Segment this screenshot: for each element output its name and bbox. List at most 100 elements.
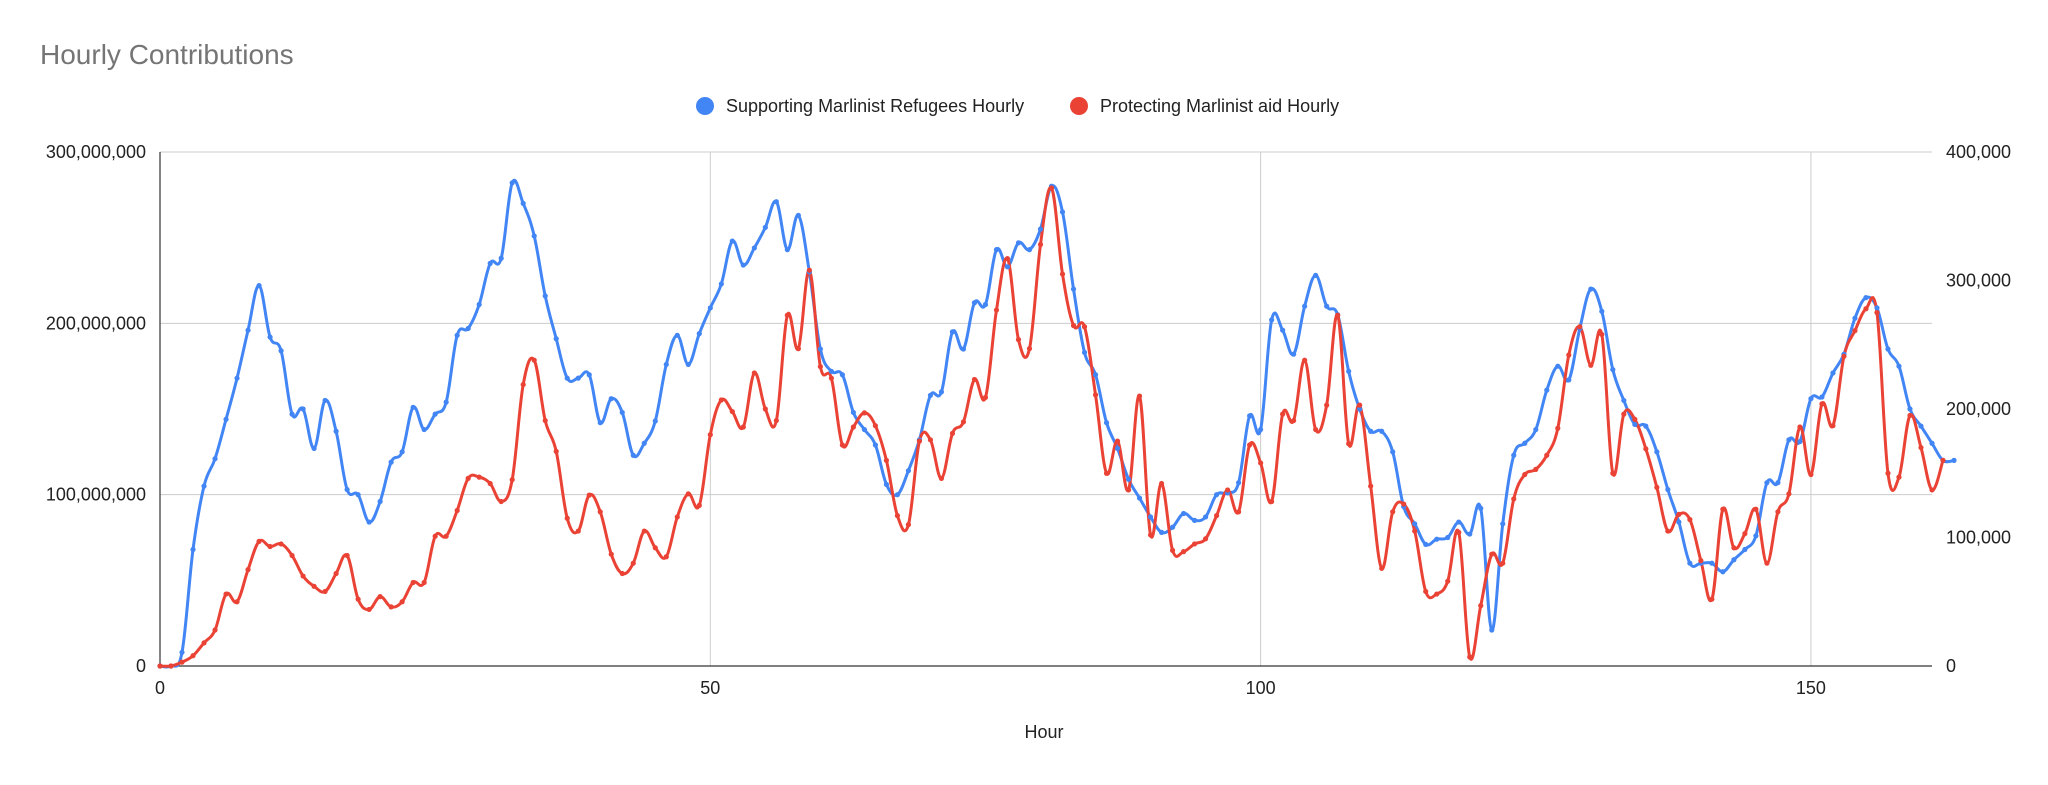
data-point-series-1: [1797, 438, 1803, 445]
data-point-series-2: [234, 599, 240, 605]
data-point-series-2: [509, 477, 515, 483]
data-point-series-2: [1269, 498, 1275, 505]
data-point-series-2: [1434, 591, 1440, 597]
data-point-series-1: [1445, 534, 1451, 541]
data-point-series-1: [201, 483, 207, 489]
data-point-series-2: [212, 627, 218, 633]
data-point-series-2: [597, 509, 603, 515]
data-point-series-1: [1169, 524, 1176, 530]
data-point-series-2: [1621, 411, 1627, 417]
data-point-series-2: [1191, 541, 1198, 547]
data-point-series-1: [1147, 514, 1154, 520]
data-point-series-2: [1092, 392, 1099, 398]
data-point-series-1: [1951, 457, 1957, 463]
data-point-series-1: [443, 399, 449, 405]
data-point-series-2: [894, 513, 901, 519]
data-point-series-1: [1621, 397, 1627, 404]
data-point-series-2: [157, 663, 163, 669]
data-point-series-2: [1390, 509, 1396, 515]
data-point-series-2: [762, 406, 768, 412]
data-point-series-2: [905, 522, 912, 528]
data-point-series-2: [960, 419, 967, 425]
x-axis-tick-label: 50: [700, 678, 720, 698]
data-point-series-2: [883, 457, 890, 463]
data-point-series-2: [1478, 603, 1484, 609]
data-point-series-2: [1808, 471, 1814, 478]
data-point-series-2: [1037, 241, 1044, 248]
left-axis-tick-label: 100,000,000: [46, 485, 146, 505]
data-point-series-2: [1555, 425, 1561, 431]
right-axis-ticks: 0 100,000 200,000 300,000 400,000: [1946, 142, 2011, 676]
data-point-series-1: [1346, 368, 1352, 374]
data-point-series-2: [1015, 337, 1022, 343]
data-point-series-2: [586, 492, 592, 498]
data-point-series-1: [1555, 363, 1561, 369]
left-axis-tick-label: 200,000,000: [46, 313, 146, 333]
data-point-series-2: [949, 430, 956, 437]
chart-title: Hourly Contributions: [40, 39, 294, 70]
data-point-series-2: [1258, 460, 1264, 466]
data-point-series-2: [1070, 322, 1077, 329]
data-point-series-2: [223, 591, 229, 597]
x-axis-tick-label: 150: [1796, 678, 1826, 698]
data-point-series-1: [1918, 423, 1924, 429]
data-point-series-1: [927, 392, 934, 398]
data-point-series-1: [179, 649, 185, 655]
data-point-series-1: [542, 293, 548, 299]
data-point-series-1: [1191, 517, 1198, 523]
data-point-series-1: [432, 411, 438, 417]
data-point-series-1: [454, 332, 460, 338]
data-point-series-1: [1720, 569, 1726, 575]
data-point-series-1: [861, 426, 868, 433]
x-axis-ticks: 0 50 100 150: [155, 678, 1826, 698]
data-point-series-1: [707, 305, 713, 311]
data-point-series-1: [674, 332, 680, 338]
data-point-series-1: [949, 329, 956, 335]
data-point-series-2: [465, 475, 471, 481]
data-point-series-1: [410, 404, 416, 410]
data-point-series-2: [190, 653, 196, 659]
data-point-series-1: [1819, 394, 1825, 400]
data-point-series-1: [575, 375, 581, 381]
legend-label-series-2: Protecting Marlinist aid Hourly: [1100, 96, 1339, 116]
data-point-series-2: [1158, 480, 1165, 487]
data-point-series-2: [916, 438, 923, 444]
data-point-series-1: [762, 224, 768, 230]
data-point-series-1: [729, 238, 735, 244]
data-point-series-2: [1522, 471, 1528, 478]
data-point-series-2: [1929, 487, 1935, 493]
legend[interactable]: Supporting Marlinist Refugees Hourly Pro…: [696, 96, 1339, 116]
data-point-series-1: [608, 396, 614, 402]
data-point-series-1: [641, 440, 647, 446]
data-point-series-2: [751, 370, 757, 376]
data-point-series-2: [531, 357, 537, 363]
data-point-series-1: [465, 325, 471, 332]
data-point-series-1: [619, 409, 625, 416]
data-point-series-1: [212, 456, 218, 462]
data-point-series-1: [377, 498, 383, 505]
data-point-series-2: [311, 583, 317, 589]
data-point-series-1: [883, 481, 890, 487]
data-point-series-2: [839, 442, 845, 448]
right-axis-tick-label: 200,000: [1946, 399, 2011, 419]
data-point-series-2: [1940, 457, 1946, 463]
data-point-series-1: [1885, 346, 1891, 352]
data-point-series-1: [1114, 445, 1121, 452]
data-point-series-2: [1489, 551, 1495, 557]
data-point-series-2: [333, 570, 339, 577]
data-point-series-2: [1764, 560, 1770, 566]
data-point-series-1: [399, 449, 405, 455]
data-point-series-1: [355, 492, 361, 498]
x-axis-tick-label: 0: [155, 678, 165, 698]
data-point-series-1: [1037, 226, 1044, 232]
data-point-series-1: [300, 406, 306, 412]
data-point-series-1: [850, 409, 856, 416]
data-point-series-1: [553, 336, 559, 342]
data-point-series-1: [971, 300, 978, 306]
data-point-series-1: [1654, 449, 1660, 455]
data-point-series-2: [817, 363, 823, 370]
data-point-series-1: [1247, 413, 1253, 419]
data-point-series-2: [1698, 558, 1704, 564]
data-point-series-2: [1147, 532, 1154, 538]
data-point-series-2: [377, 594, 383, 600]
